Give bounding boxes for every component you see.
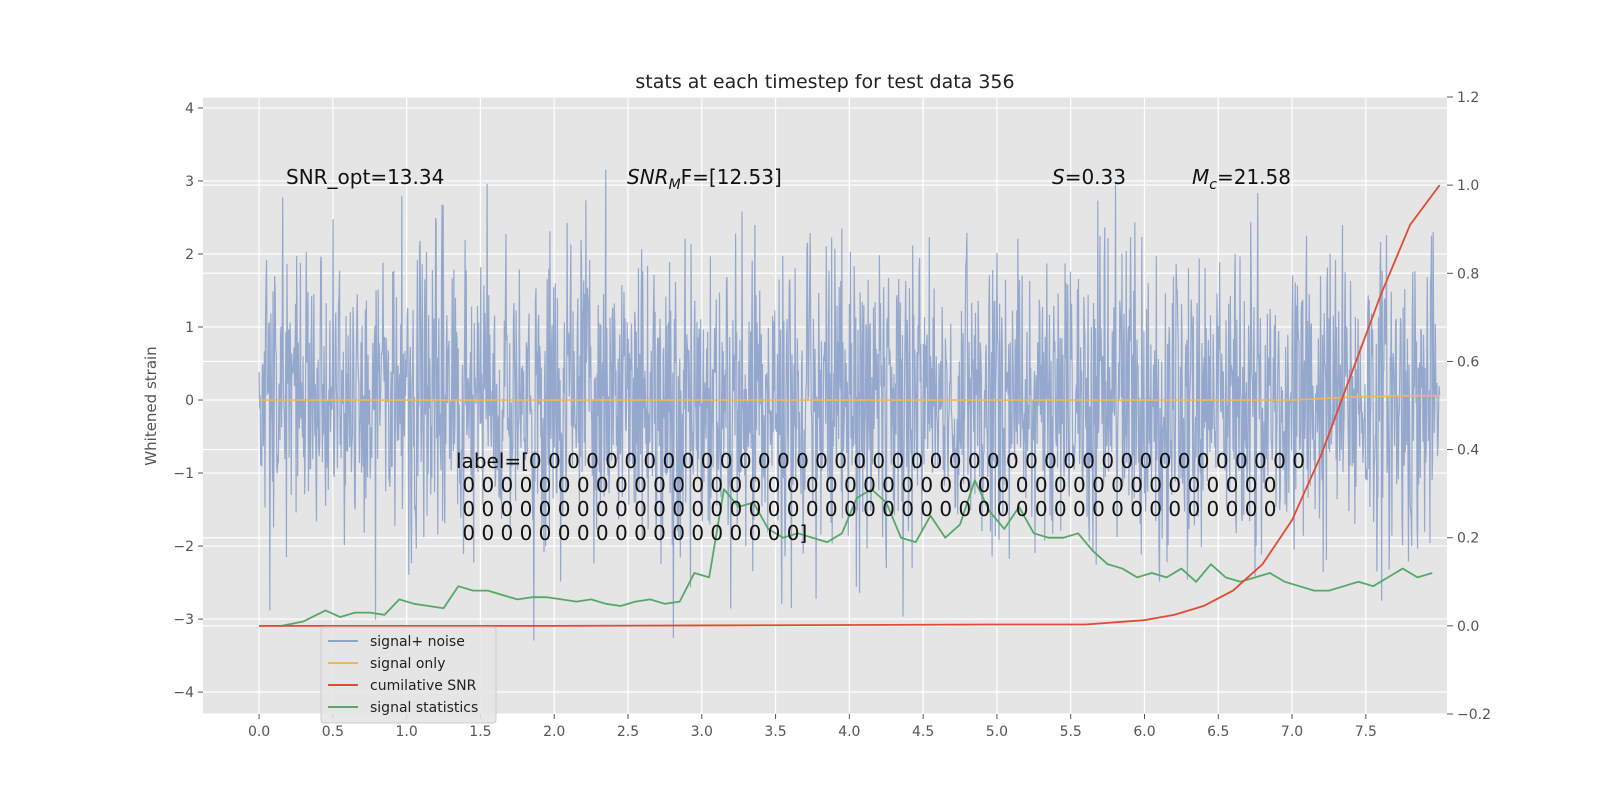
y-left-tick-label: 1 [185,320,194,336]
legend-label-cumulative-snr: cumilative SNR [370,678,477,694]
annotation-snr-mf-sub: M [669,177,681,193]
annotation-label-line-1: label=[0 0 0 0 0 0 0 0 0 0 0 0 0 0 0 0 0… [456,449,1305,473]
y-right-tick-label: 0.4 [1457,443,1479,459]
x-tick-label: 5.5 [1060,724,1082,740]
annotation-snr-opt: SNR_opt=13.34 [286,165,444,189]
series-signal-only-line [259,394,1440,401]
chart-title: stats at each timestep for test data 356 [635,71,1014,93]
annotation-mc-sub: c [1209,177,1217,193]
x-tick-label: 4.5 [912,724,934,740]
y-right-tick-label: 1.2 [1457,90,1479,106]
x-tick-label: 1.0 [396,724,418,740]
y-axis-label: Whitened strain [142,346,160,465]
series-layer [258,169,1441,641]
x-tick-label: 2.5 [617,724,639,740]
series-signal-statistics-line [259,479,1433,627]
legend-label-signal-statistics: signal statistics [370,700,478,716]
annotation-snr-mf-main: SNR [627,165,669,189]
annotation-snr-mf-rest: F=[12.53] [681,165,782,189]
axes: 0.0 0.5 1.0 1.5 2.0 2.5 3.0 3.5 4.0 4.5 5.0 5.5 6.0 6… [173,90,1491,740]
y-right-tick-label: 1.0 [1457,178,1479,194]
annotation-label-line-3: 0 0 0 0 0 0 0 0 0 0 0 0 0 0 0 0 0 0 0 0 … [456,497,1277,521]
annotation-label-line-4: 0 0 0 0 0 0 0 0 0 0 0 0 0 0 0 0 0 0] [456,521,807,545]
annotation-mc-var: M [1192,165,1209,189]
y-left-tick-label: 0 [185,393,194,409]
y-right-tick-label: 0.0 [1457,619,1479,635]
x-tick-label: 4.0 [838,724,860,740]
y-left-tick-label: 2 [185,247,194,263]
y-right-tick-label: 0.8 [1457,266,1479,282]
x-tick-label: 3.5 [764,724,786,740]
annotation-label-line-2: 0 0 0 0 0 0 0 0 0 0 0 0 0 0 0 0 0 0 0 0 … [456,473,1277,497]
legend-label-signal-noise: signal+ noise [370,634,465,650]
legend-box [320,626,497,724]
x-tick-label: 3.0 [691,724,713,740]
x-tick-label: 6.5 [1207,724,1229,740]
y-left-tick-label: −3 [173,612,194,628]
y-left-tick-label: −1 [173,466,194,482]
annotations: SNR_opt=13.34 SNRMF=[12.53] S=0.33 Mc=21… [286,165,1305,545]
x-tick-label: 7.0 [1281,724,1303,740]
x-tick-label: 5.0 [986,724,1008,740]
annotation-s-rest: =0.33 [1065,165,1126,189]
annotation-s: S=0.33 [1052,165,1126,189]
y-left-tick-label: −2 [173,539,194,555]
legend: signal+ noise signal only cumilative SNR… [320,626,497,724]
x-tick-label: 7.5 [1355,724,1377,740]
y-left-tick-label: 3 [185,174,194,190]
y-left-tick-label: −4 [173,685,194,701]
legend-label-signal-only: signal only [370,656,445,672]
y-right-tick-label: 0.2 [1457,531,1479,547]
annotation-label: label=[0 0 0 0 0 0 0 0 0 0 0 0 0 0 0 0 0… [456,449,1305,545]
x-tick-label: 0.0 [248,724,270,740]
annotation-mc-rest: =21.58 [1217,165,1291,189]
annotation-mc: Mc=21.58 [1192,165,1291,193]
y-right-tick-label: 0.6 [1457,354,1479,370]
x-tick-label: 0.5 [322,724,344,740]
series-signal-noise-line [258,169,1441,641]
x-tick-label: 2.0 [543,724,565,740]
x-tick-label: 6.0 [1133,724,1155,740]
x-tick-label: 1.5 [469,724,491,740]
annotation-s-var: S [1052,165,1065,189]
y-right-tick-label: −0.2 [1457,707,1491,723]
annotation-snr-mf: SNRMF=[12.53] [627,165,782,193]
series-cumulative-snr-line [259,184,1441,627]
y-left-tick-label: 4 [185,101,194,117]
